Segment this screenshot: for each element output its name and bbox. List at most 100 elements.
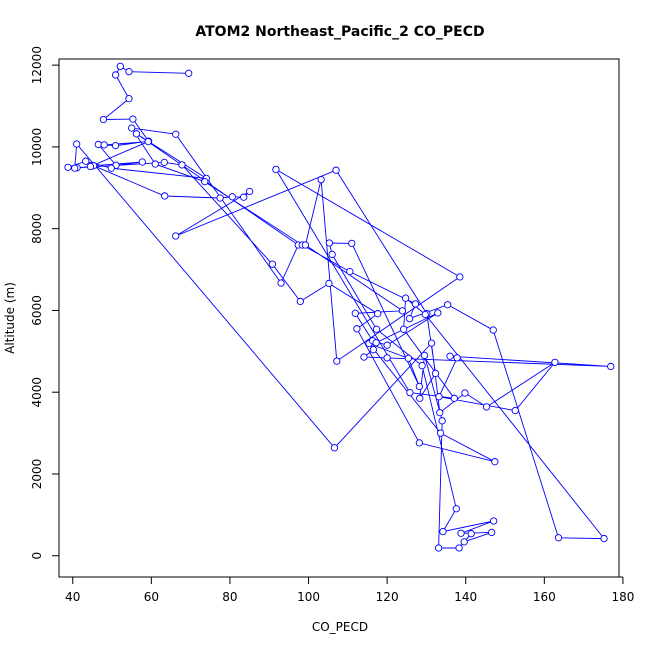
data-point	[172, 232, 180, 240]
data-point	[201, 178, 209, 186]
data-point	[107, 164, 115, 172]
y-tick-label: 10000	[30, 128, 44, 166]
y-tick-label: 2000	[30, 459, 44, 490]
data-point	[86, 162, 95, 171]
data-point	[277, 279, 285, 287]
data-point	[401, 294, 410, 302]
data-point	[99, 115, 108, 124]
x-tick-label: 60	[144, 590, 159, 604]
data-point	[151, 160, 159, 168]
data-point	[160, 158, 168, 167]
data-point	[178, 161, 186, 169]
data-point	[111, 71, 120, 79]
data-point	[488, 528, 496, 537]
data-point	[489, 326, 497, 334]
x-tick-label: 140	[454, 590, 477, 604]
data-point	[421, 310, 429, 319]
data-point	[446, 352, 454, 360]
data-point	[383, 354, 391, 362]
plot-frame	[58, 58, 620, 578]
data-point	[427, 339, 436, 347]
data-point	[185, 69, 193, 77]
data-point	[360, 353, 368, 361]
data-point	[144, 137, 152, 146]
data-point	[398, 307, 407, 315]
data-point	[332, 166, 340, 174]
chart-title: ATOM2 Northeast_Pacific_2 CO_PECD	[195, 24, 484, 40]
data-point	[325, 239, 334, 247]
data-point	[411, 300, 420, 308]
data-point	[482, 403, 491, 411]
data-point	[172, 130, 180, 138]
data-point	[450, 394, 458, 402]
data-point	[272, 165, 280, 174]
data-point	[100, 141, 108, 149]
y-tick-label: 4000	[30, 377, 44, 408]
data-point	[348, 239, 356, 248]
data-point	[489, 517, 498, 525]
data-point	[406, 388, 414, 397]
data-point	[64, 163, 72, 171]
data-point	[82, 157, 90, 165]
x-axis-label: CO_PECD	[312, 620, 368, 634]
y-tick-label: 12000	[30, 46, 44, 84]
y-axis-label: Altitude (m)	[3, 282, 17, 354]
data-point	[415, 382, 424, 391]
data-point	[128, 124, 136, 132]
data-point	[415, 439, 424, 447]
data-point	[435, 393, 443, 401]
data-point	[317, 175, 325, 184]
x-tick-label: 180	[611, 590, 634, 604]
data-point	[607, 362, 615, 371]
data-point	[346, 267, 354, 276]
y-tick-label: 8000	[30, 213, 44, 244]
data-point	[404, 354, 413, 362]
data-point	[301, 241, 310, 249]
data-point	[369, 346, 378, 354]
data-point	[452, 505, 460, 513]
data-point	[511, 406, 519, 415]
data-point	[71, 164, 79, 172]
data-point	[94, 140, 102, 149]
data-point	[228, 193, 236, 201]
data-point	[460, 538, 468, 546]
data-point	[132, 130, 141, 138]
data-point	[296, 297, 304, 306]
data-point	[125, 95, 133, 103]
data-point	[431, 369, 440, 378]
data-point	[434, 544, 443, 552]
data-point	[434, 309, 442, 317]
data-point	[116, 62, 124, 71]
data-point	[383, 341, 391, 349]
data-point	[439, 527, 447, 536]
data-point	[467, 530, 475, 538]
data-point	[455, 544, 463, 552]
data-point	[372, 339, 380, 347]
data-point	[444, 301, 452, 309]
data-point	[330, 444, 339, 452]
data-point	[551, 358, 559, 367]
data-point	[418, 361, 426, 370]
data-point	[420, 351, 429, 360]
x-axis: 40 60 80 100 120 140 160 180	[65, 576, 634, 604]
data-point	[245, 187, 254, 196]
data-point	[111, 142, 120, 150]
data-point	[554, 534, 563, 542]
data-point	[125, 68, 133, 76]
x-tick-label: 100	[297, 590, 320, 604]
data-point	[457, 529, 465, 537]
data-point	[353, 325, 361, 333]
data-point	[436, 408, 444, 417]
data-point	[436, 429, 445, 437]
y-tick-label: 0	[30, 552, 44, 560]
data-point	[416, 394, 424, 402]
data-point	[372, 325, 381, 333]
data-point	[333, 357, 341, 365]
x-tick-label: 120	[376, 590, 399, 604]
data-point	[73, 140, 81, 148]
data-point	[351, 309, 359, 317]
data-point	[491, 458, 499, 466]
data-point	[216, 194, 224, 202]
data-point	[268, 260, 277, 268]
